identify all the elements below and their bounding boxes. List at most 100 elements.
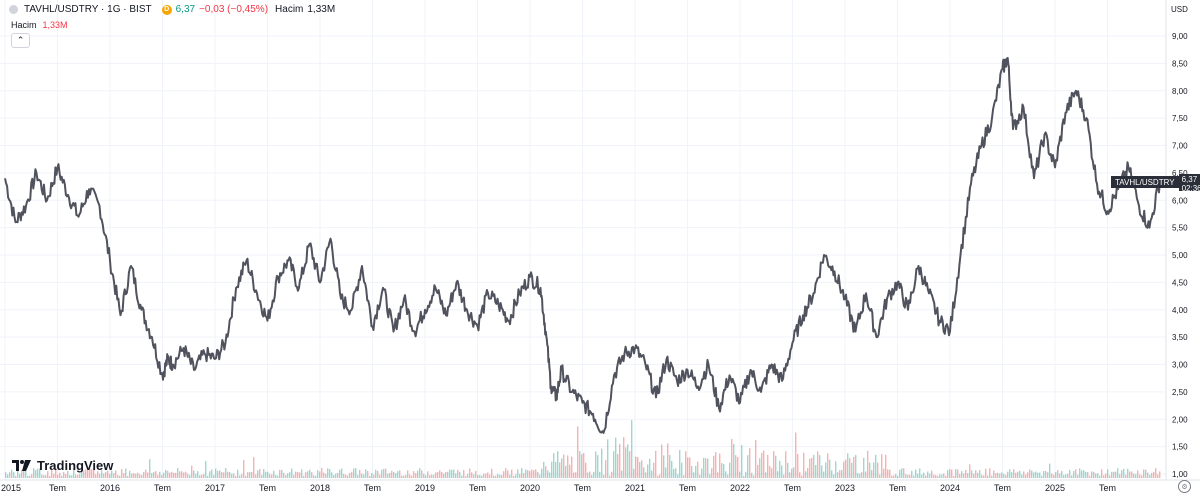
volume-bar	[861, 472, 863, 478]
volume-bar	[367, 471, 369, 478]
volume-bar	[465, 475, 467, 478]
volume-bar	[741, 445, 743, 478]
volume-bar	[621, 470, 623, 478]
volume-bar	[921, 474, 923, 478]
volume-bar	[631, 420, 633, 478]
collapse-legend-button[interactable]: ⌃	[11, 33, 30, 48]
volume-bar	[649, 458, 651, 478]
time-tick-label: Tem	[679, 483, 696, 493]
volume-bar	[17, 469, 19, 478]
volume-bar	[321, 468, 323, 478]
volume-bar	[241, 473, 243, 478]
volume-bar	[29, 475, 31, 478]
time-tick-label: 2020	[520, 483, 540, 493]
volume-bar	[485, 473, 487, 478]
volume-bar	[983, 475, 985, 478]
volume-bar	[231, 473, 233, 478]
price-tick-label: 6,50	[1172, 169, 1188, 178]
volume-bar	[129, 470, 131, 478]
volume-bar	[1021, 474, 1023, 478]
delayed-badge: D	[161, 4, 172, 15]
volume-bar	[343, 473, 345, 478]
volume-bar	[873, 462, 875, 478]
volume-bar	[1001, 472, 1003, 478]
volume-bar	[1091, 471, 1093, 478]
volume-bar	[1025, 474, 1027, 478]
volume-bar	[385, 468, 387, 478]
volume-study-label[interactable]: Hacim	[11, 20, 37, 30]
settings-icon[interactable]: ⚙	[1178, 480, 1191, 493]
volume-bar	[151, 473, 153, 478]
volume-bar	[127, 475, 129, 478]
volume-bar	[789, 472, 791, 478]
volume-bar	[181, 471, 183, 478]
volume-bar	[955, 469, 957, 478]
volume-bar	[331, 472, 333, 478]
volume-bar	[509, 474, 511, 478]
volume-bar	[443, 473, 445, 478]
volume-bar	[167, 470, 169, 478]
volume-bar	[581, 454, 583, 478]
volume-bar	[731, 438, 733, 478]
volume-bar	[829, 459, 831, 478]
volume-bar	[261, 475, 263, 478]
volume-bar	[647, 464, 649, 478]
volume-bar	[929, 473, 931, 478]
volume-bar	[847, 453, 849, 478]
volume-bar	[213, 475, 215, 478]
volume-bar	[383, 468, 385, 478]
volume-bar	[1095, 473, 1097, 478]
currency-label[interactable]: USD	[1171, 5, 1188, 14]
volume-bar	[627, 444, 629, 478]
volume-bar	[347, 475, 349, 478]
volume-bar	[753, 475, 755, 478]
volume-bar	[757, 464, 759, 478]
volume-bar	[39, 468, 41, 478]
price-tick-label: 5,50	[1172, 224, 1188, 233]
volume-bar	[945, 475, 947, 478]
tradingview-logo[interactable]: TradingView	[12, 458, 113, 473]
volume-bar	[225, 468, 227, 478]
volume-bar	[87, 469, 89, 478]
volume-bar	[885, 454, 887, 478]
volume-bar	[1063, 474, 1065, 478]
volume-bar	[19, 474, 21, 478]
volume-bar	[449, 469, 451, 478]
volume-bar	[863, 457, 865, 478]
volume-bar	[361, 473, 363, 478]
volume-bar	[1139, 474, 1141, 478]
volume-bar	[243, 459, 245, 478]
volume-bar	[1035, 471, 1037, 478]
volume-bar	[995, 473, 997, 478]
price-tick-label: 4,00	[1172, 306, 1188, 315]
volume-bar	[845, 459, 847, 478]
volume-bar	[911, 470, 913, 478]
volume-bar	[957, 469, 959, 478]
volume-bar	[335, 473, 337, 478]
volume-bar	[609, 475, 611, 478]
volume-bar	[115, 470, 117, 478]
symbol-title[interactable]: TAVHL/USDTRY · 1G · BIST	[24, 4, 152, 15]
volume-bar	[1049, 463, 1051, 478]
volume-bar	[1019, 470, 1021, 478]
volume-bar	[437, 472, 439, 478]
price-tick-label: 6,00	[1172, 196, 1188, 205]
volume-bar	[499, 474, 501, 478]
volume-bar	[535, 469, 537, 478]
symbol-logo-icon	[9, 5, 18, 14]
volume-bar	[403, 475, 405, 478]
volume-bar	[183, 472, 185, 478]
volume-bar	[951, 469, 953, 478]
volume-bar	[601, 448, 603, 478]
volume-bar	[1111, 471, 1113, 478]
price-change: −0,03 (−0,45%)	[199, 4, 269, 15]
volume-bar	[819, 455, 821, 478]
volume-bar	[703, 457, 705, 478]
volume-bar	[23, 469, 25, 478]
time-tick-label: Tem	[574, 483, 591, 493]
volume-bar	[619, 443, 621, 478]
volume-bar	[595, 451, 597, 478]
volume-bar	[883, 468, 885, 478]
volume-bar	[507, 470, 509, 478]
